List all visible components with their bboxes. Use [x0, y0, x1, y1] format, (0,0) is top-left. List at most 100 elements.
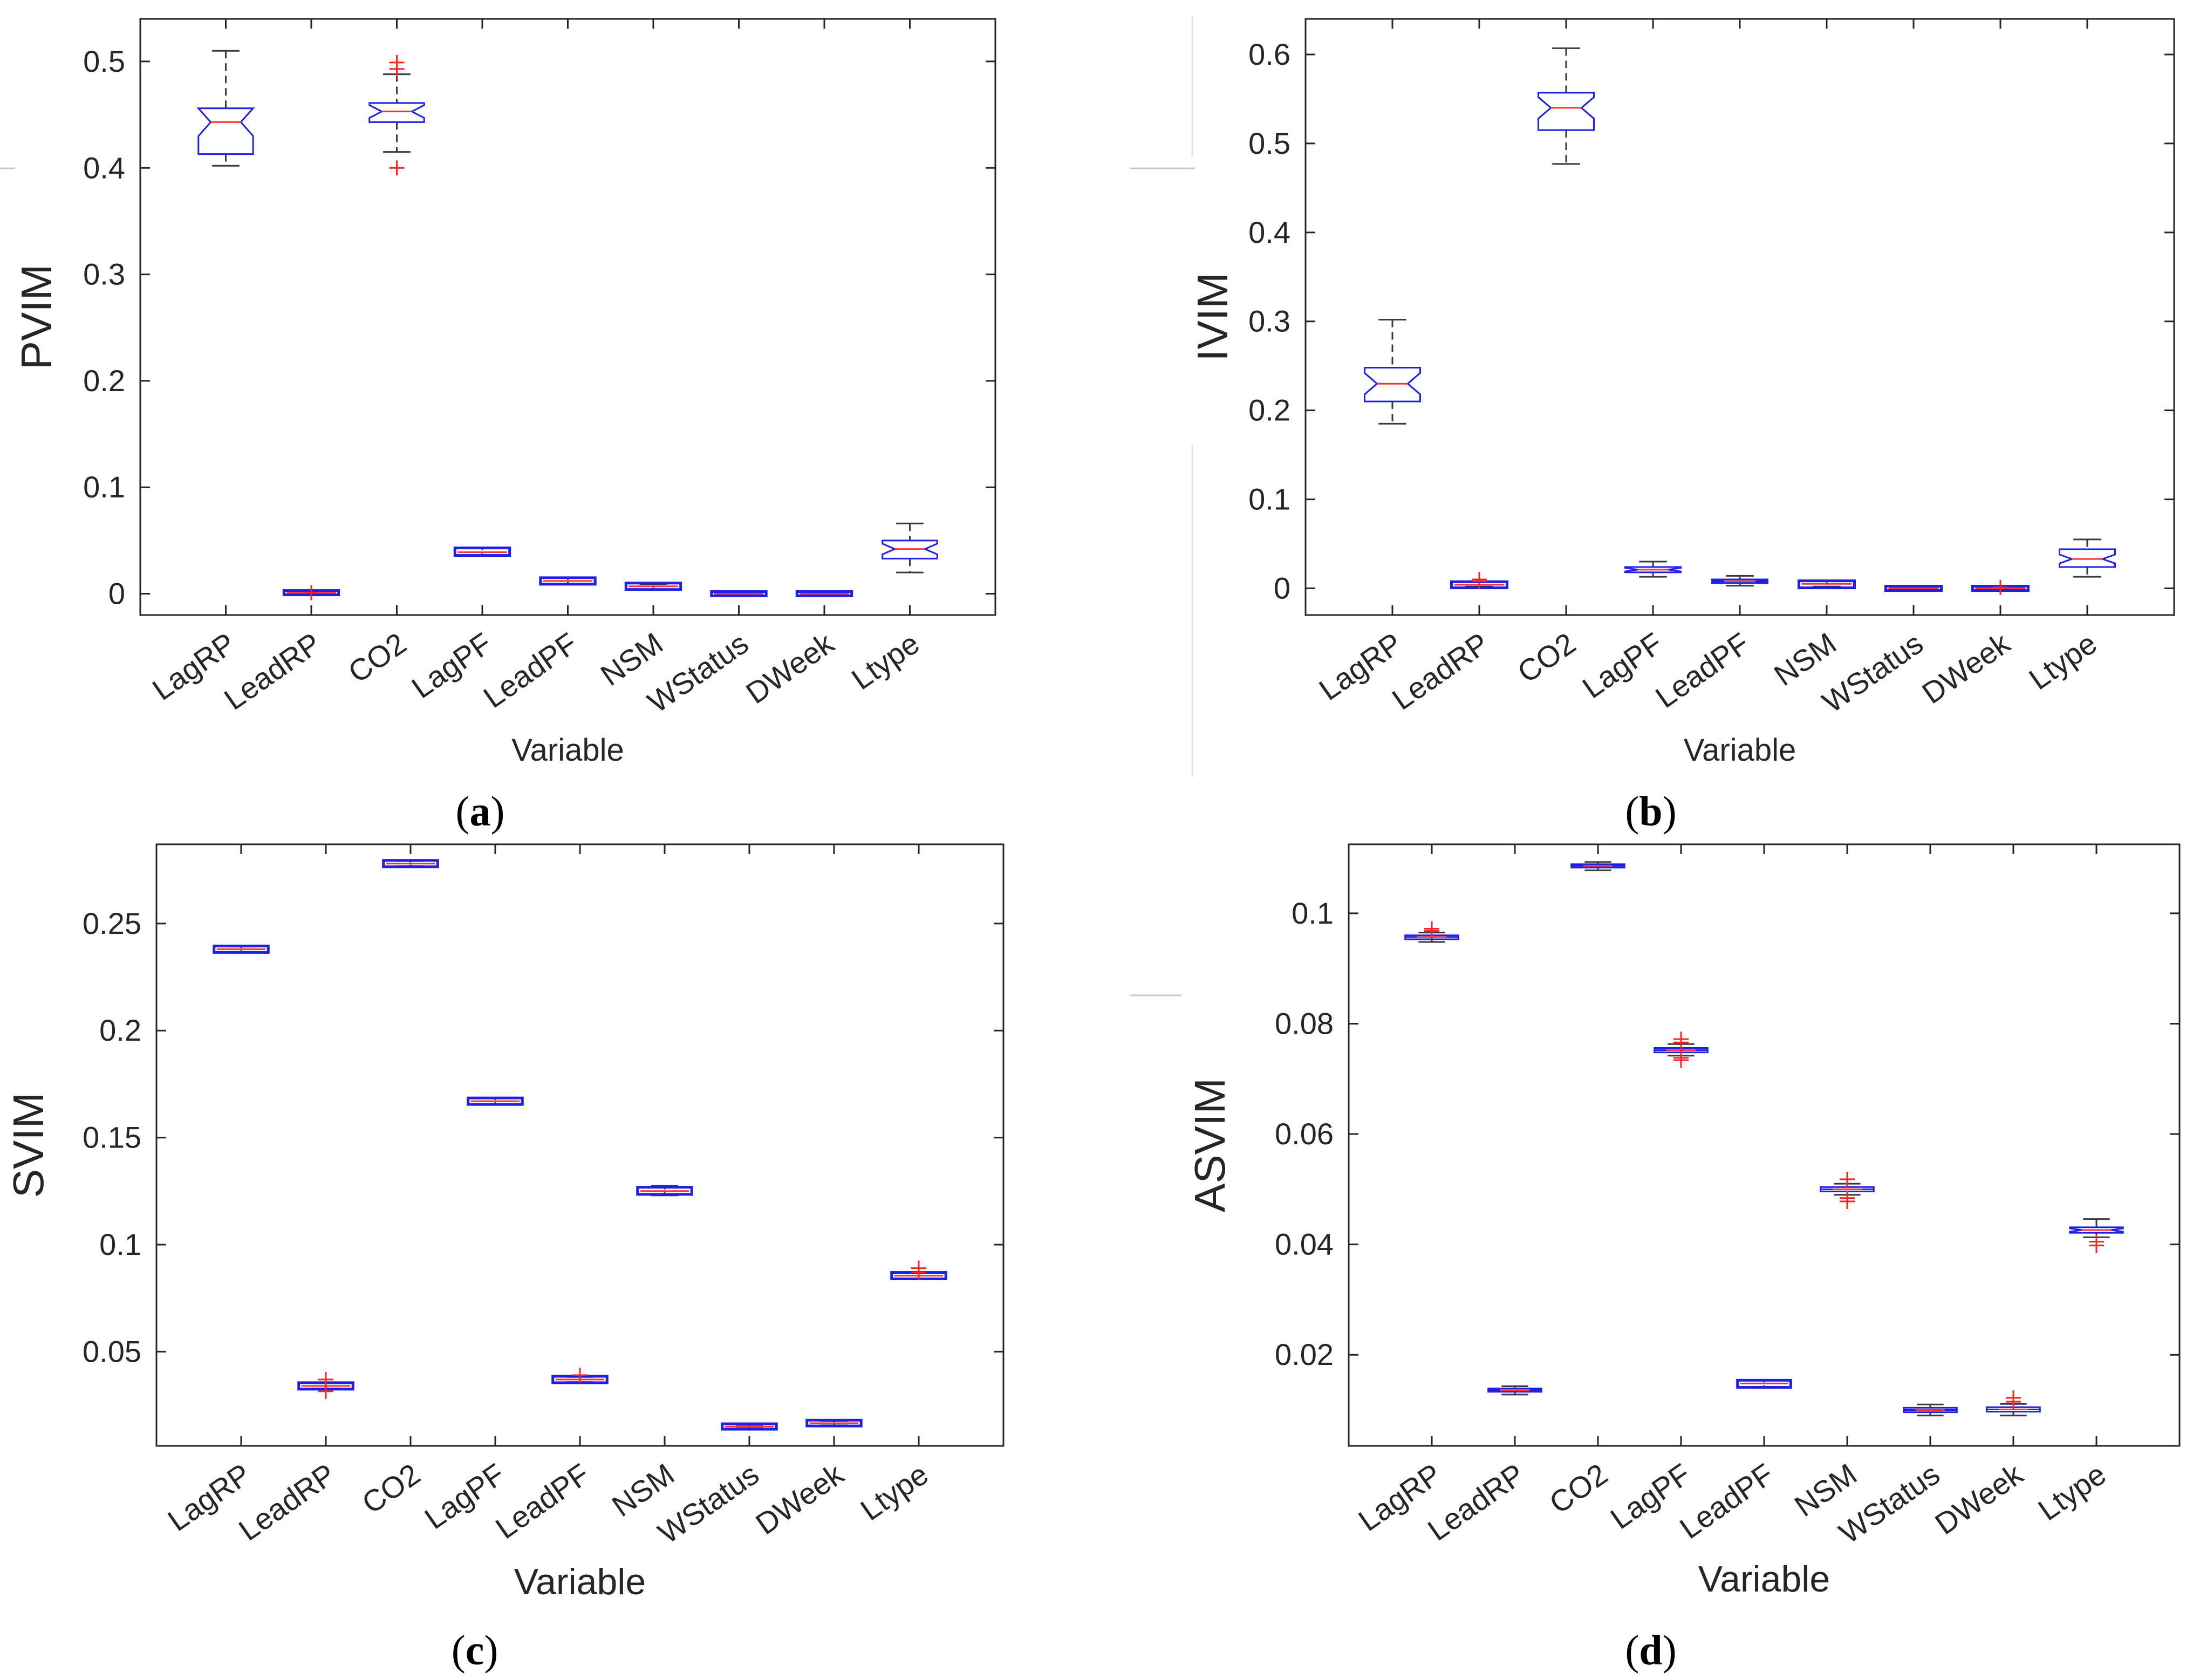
plot-area: [155, 843, 1005, 1447]
box-Ltype: [890, 1260, 947, 1281]
box-body: [1487, 1388, 1542, 1393]
x-tick-label: LeadRP: [218, 626, 327, 716]
y-tick-label: 0.1: [99, 1227, 141, 1261]
y-tick-label: 0.3: [83, 257, 125, 291]
box-LeadRP: [282, 585, 340, 600]
box-LeadPF: [539, 576, 597, 586]
y-tick-label: 0.2: [83, 364, 125, 398]
x-tick-label: Ltype: [2023, 626, 2103, 696]
box-LagPF: [453, 547, 511, 557]
box-body: [636, 1186, 693, 1196]
box-body: [795, 590, 853, 598]
box-LeadPF: [1736, 1378, 1792, 1389]
box-DWeek: [1971, 579, 2030, 595]
y-axis-title: IVIM: [1188, 272, 1236, 361]
y-tick-label: 0.25: [83, 906, 141, 940]
box-Ltype: [2069, 1218, 2124, 1253]
box-DWeek: [805, 1418, 863, 1428]
box-WStatus: [1903, 1403, 1958, 1417]
box-body: [213, 944, 270, 954]
box-CO2: [1537, 47, 1595, 165]
y-tick-label: 0.06: [1275, 1117, 1334, 1151]
box-NSM: [636, 1185, 693, 1197]
box-body: [1570, 863, 1625, 869]
x-tick-label: LeadPF: [1649, 626, 1755, 714]
outlier-marker: [1673, 1035, 1689, 1050]
y-axis-title: PVIM: [12, 264, 60, 370]
panel-label-open: (: [1625, 788, 1639, 835]
box-body: [1537, 92, 1595, 131]
panel-label-letter: c: [466, 1627, 484, 1674]
y-tick-label: 0: [1274, 571, 1290, 605]
outlier-marker: [911, 1265, 926, 1280]
panel-label-close: ): [1663, 1627, 1677, 1674]
x-tick-label: LeadPF: [1673, 1457, 1780, 1545]
panel-label-open: (: [1625, 1627, 1639, 1674]
box-NSM: [1820, 1171, 1875, 1209]
y-tick-label: 0.3: [1248, 304, 1290, 338]
box-LeadRP: [1487, 1385, 1542, 1396]
box-LeadPF: [1711, 575, 1769, 587]
box-LagPF: [1624, 561, 1682, 578]
panel-label: (a): [456, 788, 505, 835]
box-body: [1624, 566, 1682, 573]
box-NSM: [624, 582, 682, 591]
panel-label-close: ): [484, 1627, 498, 1674]
y-tick-label: 0.02: [1275, 1337, 1334, 1371]
box-body: [539, 576, 597, 586]
y-tick-label: 0.1: [83, 470, 125, 504]
y-tick-label: 0.4: [1248, 215, 1290, 249]
outlier-marker: [2089, 1238, 2104, 1253]
box-body: [1884, 585, 1943, 592]
box-body: [2058, 548, 2116, 568]
box-Ltype: [882, 522, 938, 573]
y-tick-label: 0.15: [83, 1121, 141, 1155]
box-body: [1711, 578, 1769, 584]
box-body: [368, 102, 425, 123]
box-NSM: [1797, 579, 1856, 590]
box-LagPF: [467, 1096, 524, 1106]
panel-label-open: (: [452, 1627, 466, 1674]
x-tick-label: LeadRP: [233, 1457, 341, 1547]
panel-label: (d): [1625, 1627, 1676, 1674]
box-body: [196, 107, 255, 155]
panel-label-letter: a: [470, 788, 491, 835]
y-tick-label: 0.08: [1275, 1006, 1334, 1040]
x-tick-label: LeadRP: [1386, 626, 1495, 716]
y-tick-label: 0.1: [1292, 896, 1334, 930]
outlier-marker: [572, 1368, 587, 1383]
box-LeadRP: [1450, 572, 1509, 590]
x-axis-title: Variable: [1698, 1559, 1830, 1600]
box-body: [710, 590, 768, 598]
x-tick-label: Ltype: [845, 626, 925, 696]
box-Ltype: [2058, 538, 2116, 578]
x-tick-label: LeadPF: [489, 1457, 596, 1545]
panel-label-close: ): [491, 788, 505, 835]
outlier-marker: [1424, 923, 1439, 939]
panel-label-letter: b: [1639, 788, 1662, 835]
x-tick-label: CO2: [1511, 626, 1581, 689]
x-tick-label: LeadRP: [1422, 1457, 1531, 1547]
y-tick-label: 0.2: [1248, 393, 1290, 427]
x-axis-title: Variable: [1684, 733, 1796, 768]
box-body: [1404, 934, 1459, 940]
box-DWeek: [1986, 1390, 2041, 1417]
x-tick-label: LeadPF: [477, 626, 584, 714]
outlier-marker: [1840, 1171, 1855, 1187]
y-tick-label: 0.1: [1248, 482, 1290, 516]
box-CO2: [382, 859, 439, 869]
plot-area: [1304, 18, 2175, 616]
box-body: [805, 1418, 863, 1428]
x-tick-label: Ltype: [2032, 1457, 2112, 1527]
box-body: [1820, 1186, 1875, 1192]
outlier-marker: [318, 1383, 333, 1399]
box-WStatus: [710, 590, 768, 598]
plot-area: [139, 18, 996, 616]
box-LeadRP: [297, 1371, 354, 1399]
panel-label: (c): [452, 1627, 498, 1674]
box-body: [467, 1096, 524, 1106]
